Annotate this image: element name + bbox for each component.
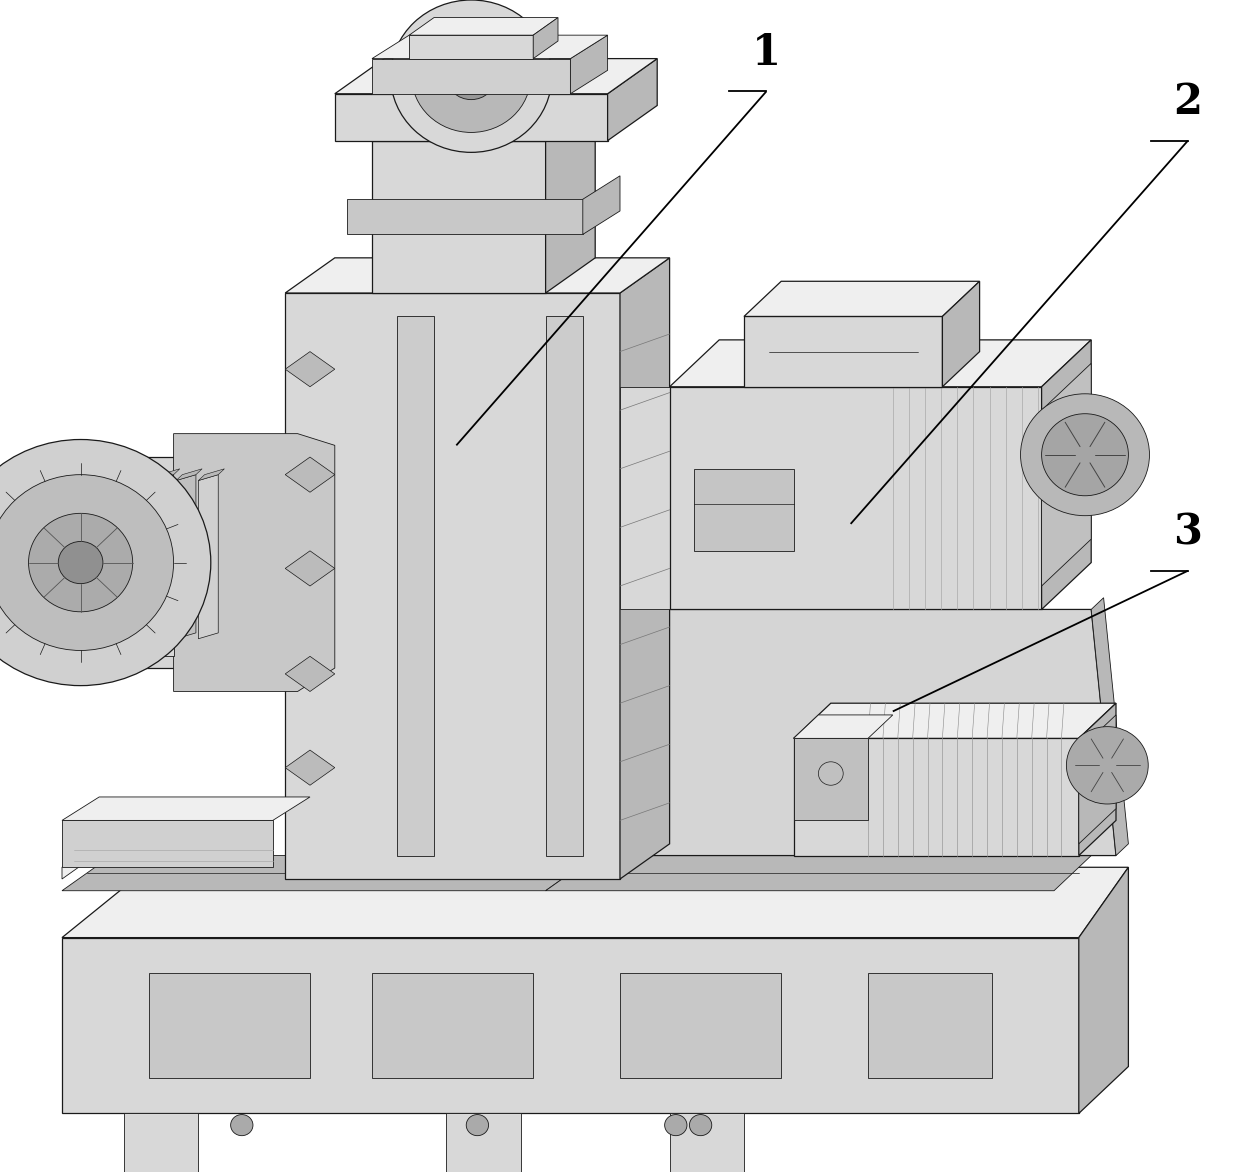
Polygon shape — [620, 609, 1116, 856]
Polygon shape — [109, 469, 135, 481]
Polygon shape — [670, 340, 1091, 387]
Bar — [149, 973, 310, 1078]
Polygon shape — [1042, 340, 1091, 609]
Polygon shape — [154, 469, 180, 481]
Circle shape — [58, 541, 103, 584]
Bar — [446, 1113, 521, 1172]
Circle shape — [446, 53, 496, 100]
Circle shape — [29, 513, 133, 612]
Polygon shape — [347, 199, 583, 234]
Polygon shape — [397, 316, 434, 856]
Circle shape — [818, 762, 843, 785]
Polygon shape — [372, 35, 608, 59]
Polygon shape — [176, 469, 202, 481]
Polygon shape — [87, 475, 107, 639]
Polygon shape — [583, 176, 620, 234]
Polygon shape — [174, 434, 335, 691]
Polygon shape — [608, 59, 657, 141]
Polygon shape — [62, 832, 112, 879]
Polygon shape — [372, 59, 570, 94]
Bar — [124, 1113, 198, 1172]
Polygon shape — [546, 105, 595, 293]
Polygon shape — [62, 856, 595, 891]
Polygon shape — [546, 316, 583, 856]
Polygon shape — [620, 258, 670, 879]
Polygon shape — [744, 316, 942, 387]
Polygon shape — [546, 856, 1091, 891]
Circle shape — [0, 440, 211, 686]
Polygon shape — [131, 475, 151, 639]
Circle shape — [412, 20, 531, 132]
Circle shape — [1066, 727, 1148, 804]
Polygon shape — [1079, 703, 1116, 856]
Polygon shape — [131, 469, 157, 481]
Bar — [372, 973, 533, 1078]
Circle shape — [689, 1115, 712, 1136]
Polygon shape — [670, 387, 1042, 609]
Polygon shape — [109, 475, 129, 639]
Polygon shape — [1042, 363, 1091, 586]
Polygon shape — [176, 475, 196, 639]
Polygon shape — [154, 475, 174, 639]
Polygon shape — [409, 18, 558, 35]
Circle shape — [391, 0, 552, 152]
Polygon shape — [124, 457, 260, 668]
Polygon shape — [570, 35, 608, 94]
Bar — [620, 973, 781, 1078]
Circle shape — [1042, 414, 1128, 496]
Bar — [868, 973, 992, 1078]
Polygon shape — [1079, 715, 1116, 844]
Polygon shape — [285, 656, 335, 691]
Circle shape — [665, 1115, 687, 1136]
Polygon shape — [285, 352, 335, 387]
Text: 3: 3 — [1173, 511, 1203, 553]
Polygon shape — [533, 18, 558, 59]
Polygon shape — [1091, 598, 1128, 856]
Circle shape — [0, 475, 174, 650]
Polygon shape — [285, 551, 335, 586]
Polygon shape — [942, 281, 980, 387]
Text: 2: 2 — [1173, 81, 1203, 123]
Polygon shape — [198, 469, 224, 481]
Polygon shape — [409, 35, 533, 59]
Polygon shape — [62, 938, 1079, 1113]
Polygon shape — [285, 750, 335, 785]
Polygon shape — [285, 457, 335, 492]
Polygon shape — [124, 481, 174, 656]
Polygon shape — [794, 738, 1079, 856]
Polygon shape — [1079, 867, 1128, 1113]
Polygon shape — [372, 141, 546, 293]
Polygon shape — [794, 738, 868, 820]
Polygon shape — [62, 797, 310, 820]
Text: 1: 1 — [751, 32, 781, 74]
Polygon shape — [335, 59, 657, 94]
Polygon shape — [744, 281, 980, 316]
Polygon shape — [794, 715, 893, 738]
Polygon shape — [794, 703, 1116, 738]
Bar — [694, 469, 794, 551]
Circle shape — [466, 1115, 489, 1136]
Circle shape — [1021, 394, 1149, 516]
Polygon shape — [62, 867, 1128, 938]
Polygon shape — [62, 820, 273, 867]
Polygon shape — [87, 469, 113, 481]
Polygon shape — [335, 94, 608, 141]
Polygon shape — [620, 387, 670, 609]
Circle shape — [231, 1115, 253, 1136]
Bar — [670, 1113, 744, 1172]
Polygon shape — [198, 475, 218, 639]
Polygon shape — [285, 293, 620, 879]
Polygon shape — [372, 105, 595, 141]
Polygon shape — [285, 258, 670, 293]
